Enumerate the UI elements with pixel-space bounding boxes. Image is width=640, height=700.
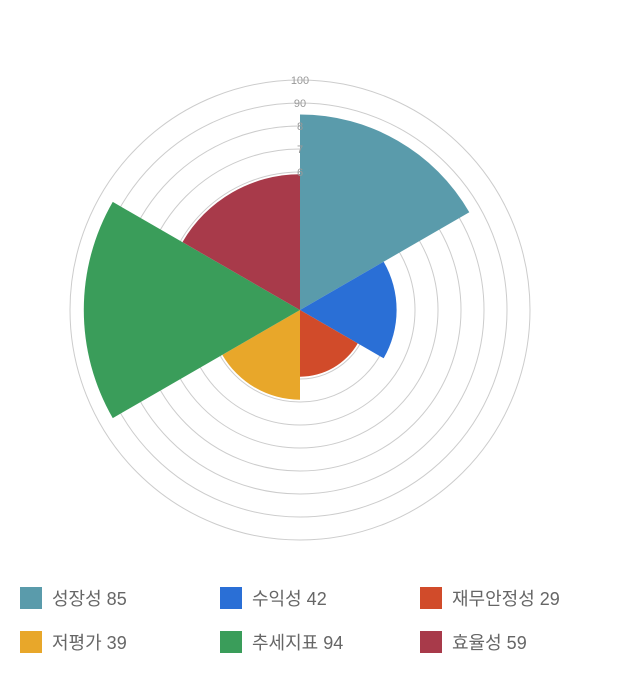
- legend: 성장성 85 수익성 42 재무안정성 29 저평가 39 추세지표 94 효율성 59: [20, 585, 620, 673]
- legend-item: 성장성 85: [20, 585, 220, 611]
- axis-tick-label: 6: [297, 167, 303, 179]
- legend-swatch: [220, 587, 242, 609]
- polar-chart: 6 7 8 90 100: [0, 0, 640, 570]
- legend-item: 수익성 42: [220, 585, 420, 611]
- axis-tick-label: 90: [294, 98, 306, 110]
- legend-item: 저평가 39: [20, 629, 220, 655]
- legend-label: 수익성 42: [252, 585, 327, 611]
- axis-tick-label: 8: [297, 121, 303, 133]
- legend-swatch: [420, 631, 442, 653]
- legend-item: 재무안정성 29: [420, 585, 620, 611]
- axis-tick-label: 7: [297, 144, 303, 156]
- legend-swatch: [220, 631, 242, 653]
- legend-swatch: [20, 587, 42, 609]
- chart-svg: 6 7 8 90 100: [0, 0, 640, 570]
- legend-label: 성장성 85: [52, 585, 127, 611]
- legend-label: 효율성 59: [452, 629, 527, 655]
- legend-item: 추세지표 94: [220, 629, 420, 655]
- legend-swatch: [20, 631, 42, 653]
- legend-label: 저평가 39: [52, 629, 127, 655]
- legend-item: 효율성 59: [420, 629, 620, 655]
- axis-tick-label: 100: [291, 75, 309, 87]
- legend-swatch: [420, 587, 442, 609]
- legend-label: 재무안정성 29: [452, 585, 560, 611]
- legend-label: 추세지표 94: [252, 629, 343, 655]
